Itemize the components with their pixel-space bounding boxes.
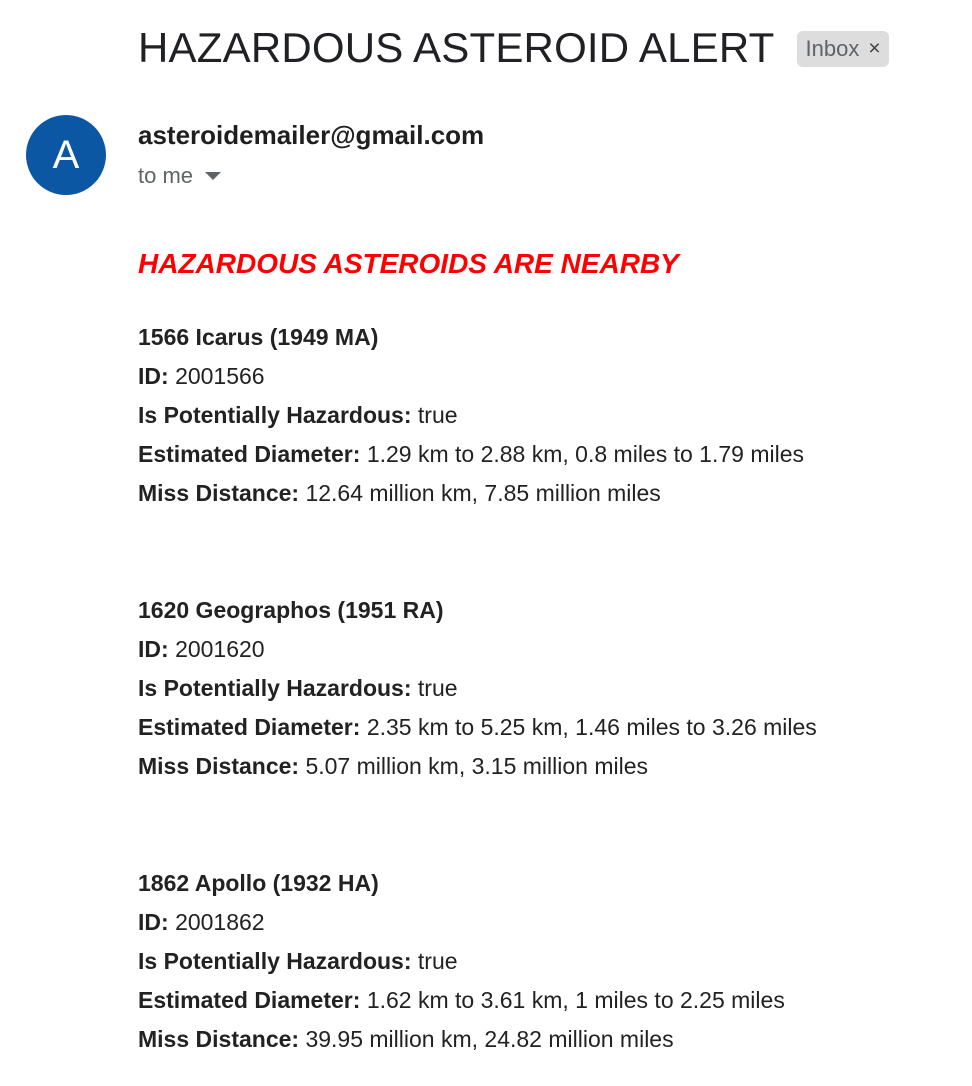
asteroid-diameter: 2.35 km to 5.25 km, 1.46 miles to 3.26 m… <box>366 714 817 740</box>
miss-label: Miss Distance: <box>138 480 300 506</box>
asteroid-diameter-line: Estimated Diameter: 1.62 km to 3.61 km, … <box>138 981 785 1020</box>
asteroid-miss-line: Miss Distance: 12.64 million km, 7.85 mi… <box>138 474 804 513</box>
asteroid-entry: 1566 Icarus (1949 MA) ID: 2001566 Is Pot… <box>138 318 804 513</box>
diameter-label: Estimated Diameter: <box>138 987 361 1013</box>
id-label: ID: <box>138 363 169 389</box>
asteroid-miss-distance: 12.64 million km, 7.85 million miles <box>305 480 661 506</box>
asteroid-id-line: ID: 2001566 <box>138 357 804 396</box>
asteroid-miss-distance: 5.07 million km, 3.15 million miles <box>305 753 649 779</box>
recipient-text: to me <box>138 163 194 188</box>
asteroid-hazard-value: true <box>417 948 458 974</box>
hazard-label: Is Potentially Hazardous: <box>138 402 412 428</box>
asteroid-diameter-line: Estimated Diameter: 1.29 km to 2.88 km, … <box>138 435 804 474</box>
inbox-label-chip[interactable]: Inbox × <box>796 31 889 67</box>
asteroid-name: 1620 Geographos (1951 RA) <box>138 597 444 623</box>
hazard-label: Is Potentially Hazardous: <box>138 675 412 701</box>
asteroid-entry: 1862 Apollo (1932 HA) ID: 2001862 Is Pot… <box>138 864 785 1059</box>
avatar-letter: A <box>52 132 80 177</box>
asteroid-entry: 1620 Geographos (1951 RA) ID: 2001620 Is… <box>138 591 817 786</box>
close-icon[interactable]: × <box>868 37 881 60</box>
sender-address[interactable]: asteroidemailer@gmail.com <box>138 120 485 150</box>
id-label: ID: <box>138 636 169 662</box>
diameter-label: Estimated Diameter: <box>138 441 361 467</box>
asteroid-diameter: 1.29 km to 2.88 km, 0.8 miles to 1.79 mi… <box>366 441 805 467</box>
sender-avatar[interactable]: A <box>26 115 106 195</box>
asteroid-diameter-line: Estimated Diameter: 2.35 km to 5.25 km, … <box>138 708 817 747</box>
asteroid-name: 1566 Icarus (1949 MA) <box>138 324 379 350</box>
asteroid-miss-distance: 39.95 million km, 24.82 million miles <box>305 1026 674 1052</box>
email-subject-row: HAZARDOUS ASTEROID ALERT Inbox × <box>138 22 889 74</box>
asteroid-id: 2001862 <box>175 909 265 935</box>
diameter-label: Estimated Diameter: <box>138 714 361 740</box>
alert-headline: HAZARDOUS ASTEROIDS ARE NEARBY <box>138 248 679 279</box>
asteroid-diameter: 1.62 km to 3.61 km, 1 miles to 2.25 mile… <box>366 987 785 1013</box>
asteroid-id-line: ID: 2001620 <box>138 630 817 669</box>
asteroid-hazard-line: Is Potentially Hazardous: true <box>138 396 804 435</box>
asteroid-hazard-value: true <box>417 402 458 428</box>
email-subject: HAZARDOUS ASTEROID ALERT <box>138 24 775 71</box>
asteroid-hazard-value: true <box>417 675 458 701</box>
miss-label: Miss Distance: <box>138 753 300 779</box>
asteroid-hazard-line: Is Potentially Hazardous: true <box>138 942 785 981</box>
asteroid-miss-line: Miss Distance: 39.95 million km, 24.82 m… <box>138 1020 785 1059</box>
miss-label: Miss Distance: <box>138 1026 300 1052</box>
asteroid-name: 1862 Apollo (1932 HA) <box>138 870 379 896</box>
id-label: ID: <box>138 909 169 935</box>
asteroid-id-line: ID: 2001862 <box>138 903 785 942</box>
hazard-label: Is Potentially Hazardous: <box>138 948 412 974</box>
caret-down-icon[interactable] <box>205 172 222 180</box>
recipient-details[interactable]: to me <box>138 160 222 192</box>
asteroid-miss-line: Miss Distance: 5.07 million km, 3.15 mil… <box>138 747 817 786</box>
asteroid-id: 2001566 <box>175 363 265 389</box>
asteroid-hazard-line: Is Potentially Hazardous: true <box>138 669 817 708</box>
asteroid-id: 2001620 <box>175 636 265 662</box>
inbox-label-text[interactable]: Inbox <box>805 36 860 61</box>
